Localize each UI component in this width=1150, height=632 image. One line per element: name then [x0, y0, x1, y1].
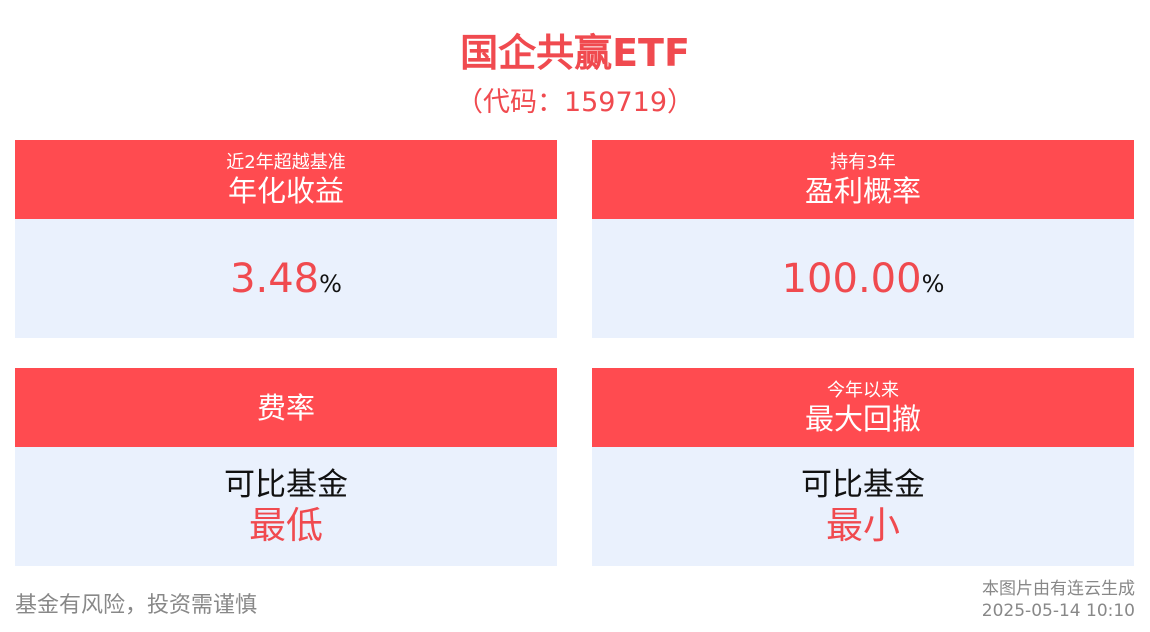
card-body: 3.48% [15, 219, 557, 338]
card: 持有3年 盈利概率 100.00% [592, 140, 1134, 338]
card-body: 可比基金 最小 [592, 447, 1134, 566]
card-body: 可比基金 最低 [15, 447, 557, 566]
card-line: 可比基金 [801, 466, 925, 503]
title: 国企共赢ETF [460, 31, 690, 75]
card-header: 近2年超越基准 年化收益 [15, 140, 557, 219]
card-subtitle: 持有3年 [830, 151, 896, 173]
card-line: 可比基金 [224, 466, 348, 503]
disclaimer: 基金有风险，投资需谨慎 [15, 593, 258, 618]
value: 3.48 [230, 255, 320, 302]
generated-by: 本图片由有连云生成 [982, 579, 1135, 599]
card: 近2年超越基准 年化收益 3.48% [15, 140, 557, 338]
card-title: 最大回撤 [804, 401, 921, 436]
card: 今年以来 最大回撤 可比基金 最小 [592, 368, 1134, 566]
card-highlight: 最小 [826, 503, 900, 547]
timestamp: 2025-05-14 10:10 [981, 601, 1135, 621]
card-title: 费率 [256, 390, 315, 425]
card: 费率 可比基金 最低 [15, 368, 557, 566]
unit: % [921, 269, 945, 298]
card-subtitle: 今年以来 [827, 379, 899, 401]
card-title: 盈利概率 [804, 173, 921, 208]
card-header: 今年以来 最大回撤 [592, 368, 1134, 447]
card-body: 100.00% [592, 219, 1134, 338]
card-header: 持有3年 盈利概率 [592, 140, 1134, 219]
value: 100.00 [781, 255, 922, 302]
card-header: 费率 [15, 368, 557, 447]
card-subtitle: 近2年超越基准 [226, 151, 346, 173]
footer-info: 本图片由有连云生成 2025-05-14 10:10 [982, 578, 1135, 622]
card-highlight: 最低 [249, 503, 323, 547]
fund-code: （代码：159719） [455, 87, 695, 118]
unit: % [319, 269, 342, 298]
card-title: 年化收益 [227, 173, 344, 208]
